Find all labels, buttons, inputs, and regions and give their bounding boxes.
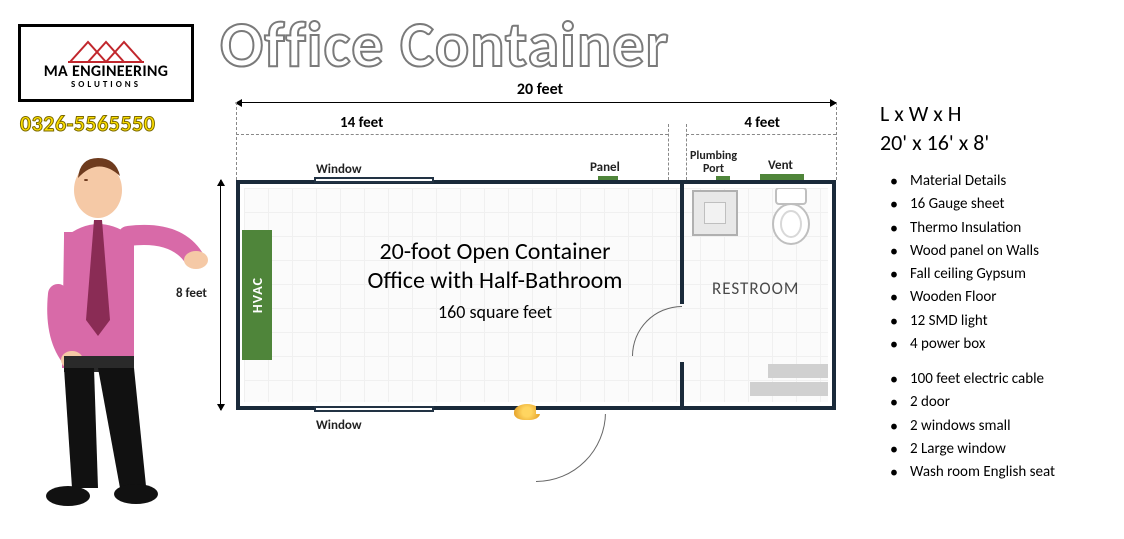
floor-plan: 20 feet 14 feet 4 feet Window Panel Plum… [220,80,860,520]
specs-header: L x W x H [880,100,1110,127]
dim-tick-3 [686,124,687,180]
label-vent: Vent [768,158,793,173]
step-1 [768,364,828,378]
logo-line1: MA ENGINEERING [44,64,168,79]
spec-item: 100 feet electric cable [884,368,1110,391]
dim-room-width: 14 feet [340,114,383,132]
plan-line1: 20-foot Open Container [330,238,660,267]
specs-list-a: Material Details 16 Gauge sheet Thermo I… [880,170,1110,356]
label-window-top: Window [316,162,362,177]
dim-dash-right [686,134,836,135]
hvac-label: HVAC [249,277,266,313]
roof-icon [66,36,146,64]
spec-item: Wash room English seat [884,461,1110,484]
label-window-bottom: Window [316,418,362,433]
spec-item: 2 door [884,391,1110,414]
specs-dimensions: 20' x 16' x 8' [880,129,1110,156]
dim-tick-2 [668,124,669,180]
dim-height-label: 8 feet [176,286,207,301]
specs-list-b: 100 feet electric cable 2 door 2 windows… [880,368,1110,484]
partition-lower [680,362,684,410]
dim-arrow-height [220,180,221,410]
spec-item: Material Details [884,170,1110,193]
dim-tick-4 [836,102,837,180]
spec-item: 16 Gauge sheet [884,193,1110,216]
spec-item: Thermo Insulation [884,217,1110,240]
hvac-block: HVAC [242,230,272,360]
spec-item: 4 power box [884,333,1110,356]
spec-item: 12 SMD light [884,310,1110,333]
dim-arrow-total [236,102,836,103]
dim-tick-1 [236,102,237,180]
label-plumbing: PlumbingPort [690,150,737,175]
plan-description: 20-foot Open Container Office with Half-… [330,238,660,323]
company-logo: MA ENGINEERING SOLUTIONS [18,24,194,102]
specs-panel: L x W x H 20' x 16' x 8' Material Detail… [880,100,1110,484]
entry-door-opening [536,406,606,414]
label-restroom: RESTROOM [712,278,799,299]
label-panel: Panel [590,160,620,175]
step-2 [750,382,828,396]
toilet-icon [770,188,812,246]
dim-total-width: 20 feet [517,80,563,99]
partition-upper [680,184,684,304]
presenter-illustration [28,150,208,520]
dim-dash-left [236,134,668,135]
spec-item: 2 windows small [884,415,1110,438]
spec-item: 2 Large window [884,438,1110,461]
window-top [314,177,434,183]
sink [692,190,738,236]
label-plumbing-text: PlumbingPort [690,149,737,176]
entry-door-arc [536,412,606,482]
spec-item: Wood panel on Walls [884,240,1110,263]
plan-area: 160 square feet [330,302,660,324]
plan-line2: Office with Half-Bathroom [330,267,660,296]
phone-number: 0326-5565550 [20,110,155,137]
window-bottom [314,406,434,412]
spec-item: Fall ceiling Gypsum [884,263,1110,286]
page-title: Office Container [220,6,669,84]
logo-line2: SOLUTIONS [71,79,141,90]
dim-restroom-width: 4 feet [744,114,780,132]
spec-item: Wooden Floor [884,286,1110,309]
